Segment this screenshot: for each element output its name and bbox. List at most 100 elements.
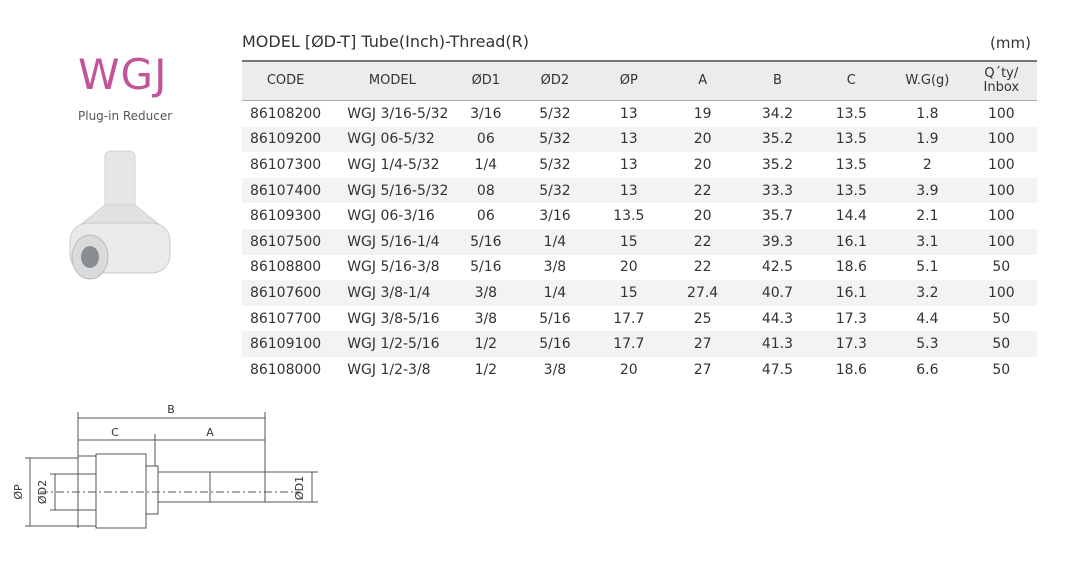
table-cell: 13 (619, 156, 638, 173)
table-row: 86109300 WGJ 06-3/16 06 3/16 13.5 20 35.7 14.4 2… (242, 203, 1037, 229)
table-cell: 6.6 (916, 361, 939, 378)
table-cell: 3/8 (543, 259, 567, 276)
table-cell: 86107600 (242, 280, 330, 306)
column-header: B (741, 60, 814, 101)
table-cell: WGJ 5/16-3/8 (347, 259, 440, 276)
table-row: 86107300 WGJ 1/4-5/32 1/4 5/32 13 20 35.2 13.5 2… (242, 152, 1037, 178)
table-cell: 100 (987, 208, 1015, 225)
table-row: 86109100 WGJ 1/2-5/16 1/2 5/16 17.7 27 41.3 17.… (242, 331, 1037, 357)
table-cell: 15 (593, 228, 664, 255)
table-cell: 19 (693, 105, 712, 122)
table-cell: 1.9 (889, 126, 966, 153)
product-image (69, 150, 171, 280)
table-row: 86107700 WGJ 3/8-5/16 3/8 5/16 17.7 25 44.3 17.… (242, 306, 1037, 332)
table-cell: 20 (693, 156, 712, 173)
column-header: A (663, 60, 742, 101)
table-cell: WGJ 3/16-5/32 (347, 105, 449, 122)
table-cell: 86108800 (249, 259, 322, 276)
label-a: A (206, 426, 214, 439)
table-cell: 86109100 (242, 331, 330, 357)
table-cell: 27 (693, 361, 712, 378)
table-cell: 5/16 (470, 259, 502, 276)
table-cell: 86107300 (249, 156, 322, 173)
brand-title: WGJ (78, 50, 168, 99)
table-cell: 86107400 (242, 177, 330, 204)
table-cell: 50 (992, 361, 1011, 378)
table-cell: 2 (922, 156, 932, 173)
table-cell: 100 (965, 126, 1037, 153)
label-op: ØP (12, 484, 25, 500)
table-cell: 22 (693, 259, 712, 276)
table-cell: 3/8 (455, 280, 517, 306)
dimension-diagram: B C A ØP ØD2 ØD1 (12, 403, 318, 529)
table-cell: 25 (693, 310, 712, 327)
table-cell: 44.3 (761, 310, 794, 327)
table-cell: 5/16 (539, 310, 571, 327)
header-row: CODE MODEL ØD1 ØD2 ØP A B C W.G(g) Q´ty/Inbox (242, 60, 1037, 101)
table-cell: 42.5 (761, 259, 794, 276)
table-cell: 50 (992, 310, 1011, 327)
table-cell: 08 (455, 177, 517, 204)
table-cell: 33.3 (741, 177, 814, 204)
table-row: 86107400 WGJ 5/16-5/32 08 5/32 13 22 33.3 13.5 3… (242, 177, 1037, 204)
table-cell: 17.7 (593, 331, 664, 357)
drawing (25, 412, 318, 529)
plug-stem (104, 150, 136, 212)
table-cell: 35.2 (741, 126, 814, 153)
table-cell: 50 (965, 331, 1037, 357)
table-cell: 3.2 (889, 280, 966, 306)
table-cell: 13.5 (835, 105, 867, 122)
table-cell: 35.2 (761, 156, 794, 173)
table-cell: 3/8 (543, 361, 567, 378)
spec-table: CODE MODEL ØD1 ØD2 ØP A B C W.G(g) Q´ty/Inbox 861… (242, 60, 1037, 383)
table-cell: 5/32 (516, 126, 594, 153)
table-cell: 17.3 (835, 310, 867, 327)
table-cell: WGJ 06-3/16 (347, 208, 435, 225)
table-cell: 5/16 (455, 228, 517, 255)
table-cell: 50 (992, 259, 1011, 276)
table-cell: 1.8 (916, 105, 939, 122)
table-row: 86108000 WGJ 1/2-3/8 1/2 3/8 20 27 47.5 18.6 6.6… (242, 357, 1037, 383)
table-cell: 39.3 (741, 228, 814, 255)
table-row: 86108800 WGJ 5/16-3/8 5/16 3/8 20 22 42.5 18.6 5… (242, 255, 1037, 281)
table-cell: WGJ 1/4-5/32 (347, 156, 440, 173)
column-header: MODEL (329, 60, 456, 101)
table-cell: 5/32 (516, 177, 594, 204)
table-cell: WGJ 06-5/32 (329, 126, 456, 153)
column-header: ØP (593, 60, 664, 101)
label-od1: ØD1 (293, 476, 306, 500)
table-cell: 22 (663, 177, 742, 204)
table-row: 86107500 WGJ 5/16-1/4 5/16 1/4 15 22 39.3 16.1 3… (242, 228, 1037, 255)
column-header: CODE (242, 60, 330, 101)
table-cell: 5/32 (539, 105, 571, 122)
table-cell: 14.4 (835, 208, 867, 225)
table-cell: WGJ 5/16-1/4 (329, 228, 456, 255)
table-cell: 13 (619, 105, 638, 122)
table-cell: 1/2 (455, 331, 517, 357)
table-cell: 22 (663, 228, 742, 255)
table-cell: 16.1 (813, 280, 890, 306)
brand-subtitle: Plug-in Reducer (78, 109, 173, 123)
table-cell: WGJ 3/8-1/4 (329, 280, 456, 306)
table-cell: 15 (593, 280, 664, 306)
table-cell: WGJ 5/16-5/32 (329, 177, 456, 204)
table-cell: 100 (987, 156, 1015, 173)
table-cell: WGJ 1/2-5/16 (329, 331, 456, 357)
table-cell: 3/16 (539, 208, 571, 225)
table-cell: 35.7 (761, 208, 794, 225)
table-cell: 34.2 (761, 105, 794, 122)
label-c: C (111, 426, 119, 439)
table-cell: 1/2 (474, 361, 498, 378)
table-cell: 86109300 (249, 208, 322, 225)
table-cell: 3/16 (470, 105, 502, 122)
table-cell: 27 (663, 331, 742, 357)
table-cell: 1/4 (516, 280, 594, 306)
table-cell: 40.7 (741, 280, 814, 306)
label-b: B (167, 403, 175, 416)
column-header: C (813, 60, 890, 101)
table-cell: 100 (965, 177, 1037, 204)
table-cell: 4.4 (916, 310, 939, 327)
table-cell: 16.1 (813, 228, 890, 255)
table-cell: 3/8 (474, 310, 498, 327)
label-od2: ØD2 (36, 480, 49, 504)
